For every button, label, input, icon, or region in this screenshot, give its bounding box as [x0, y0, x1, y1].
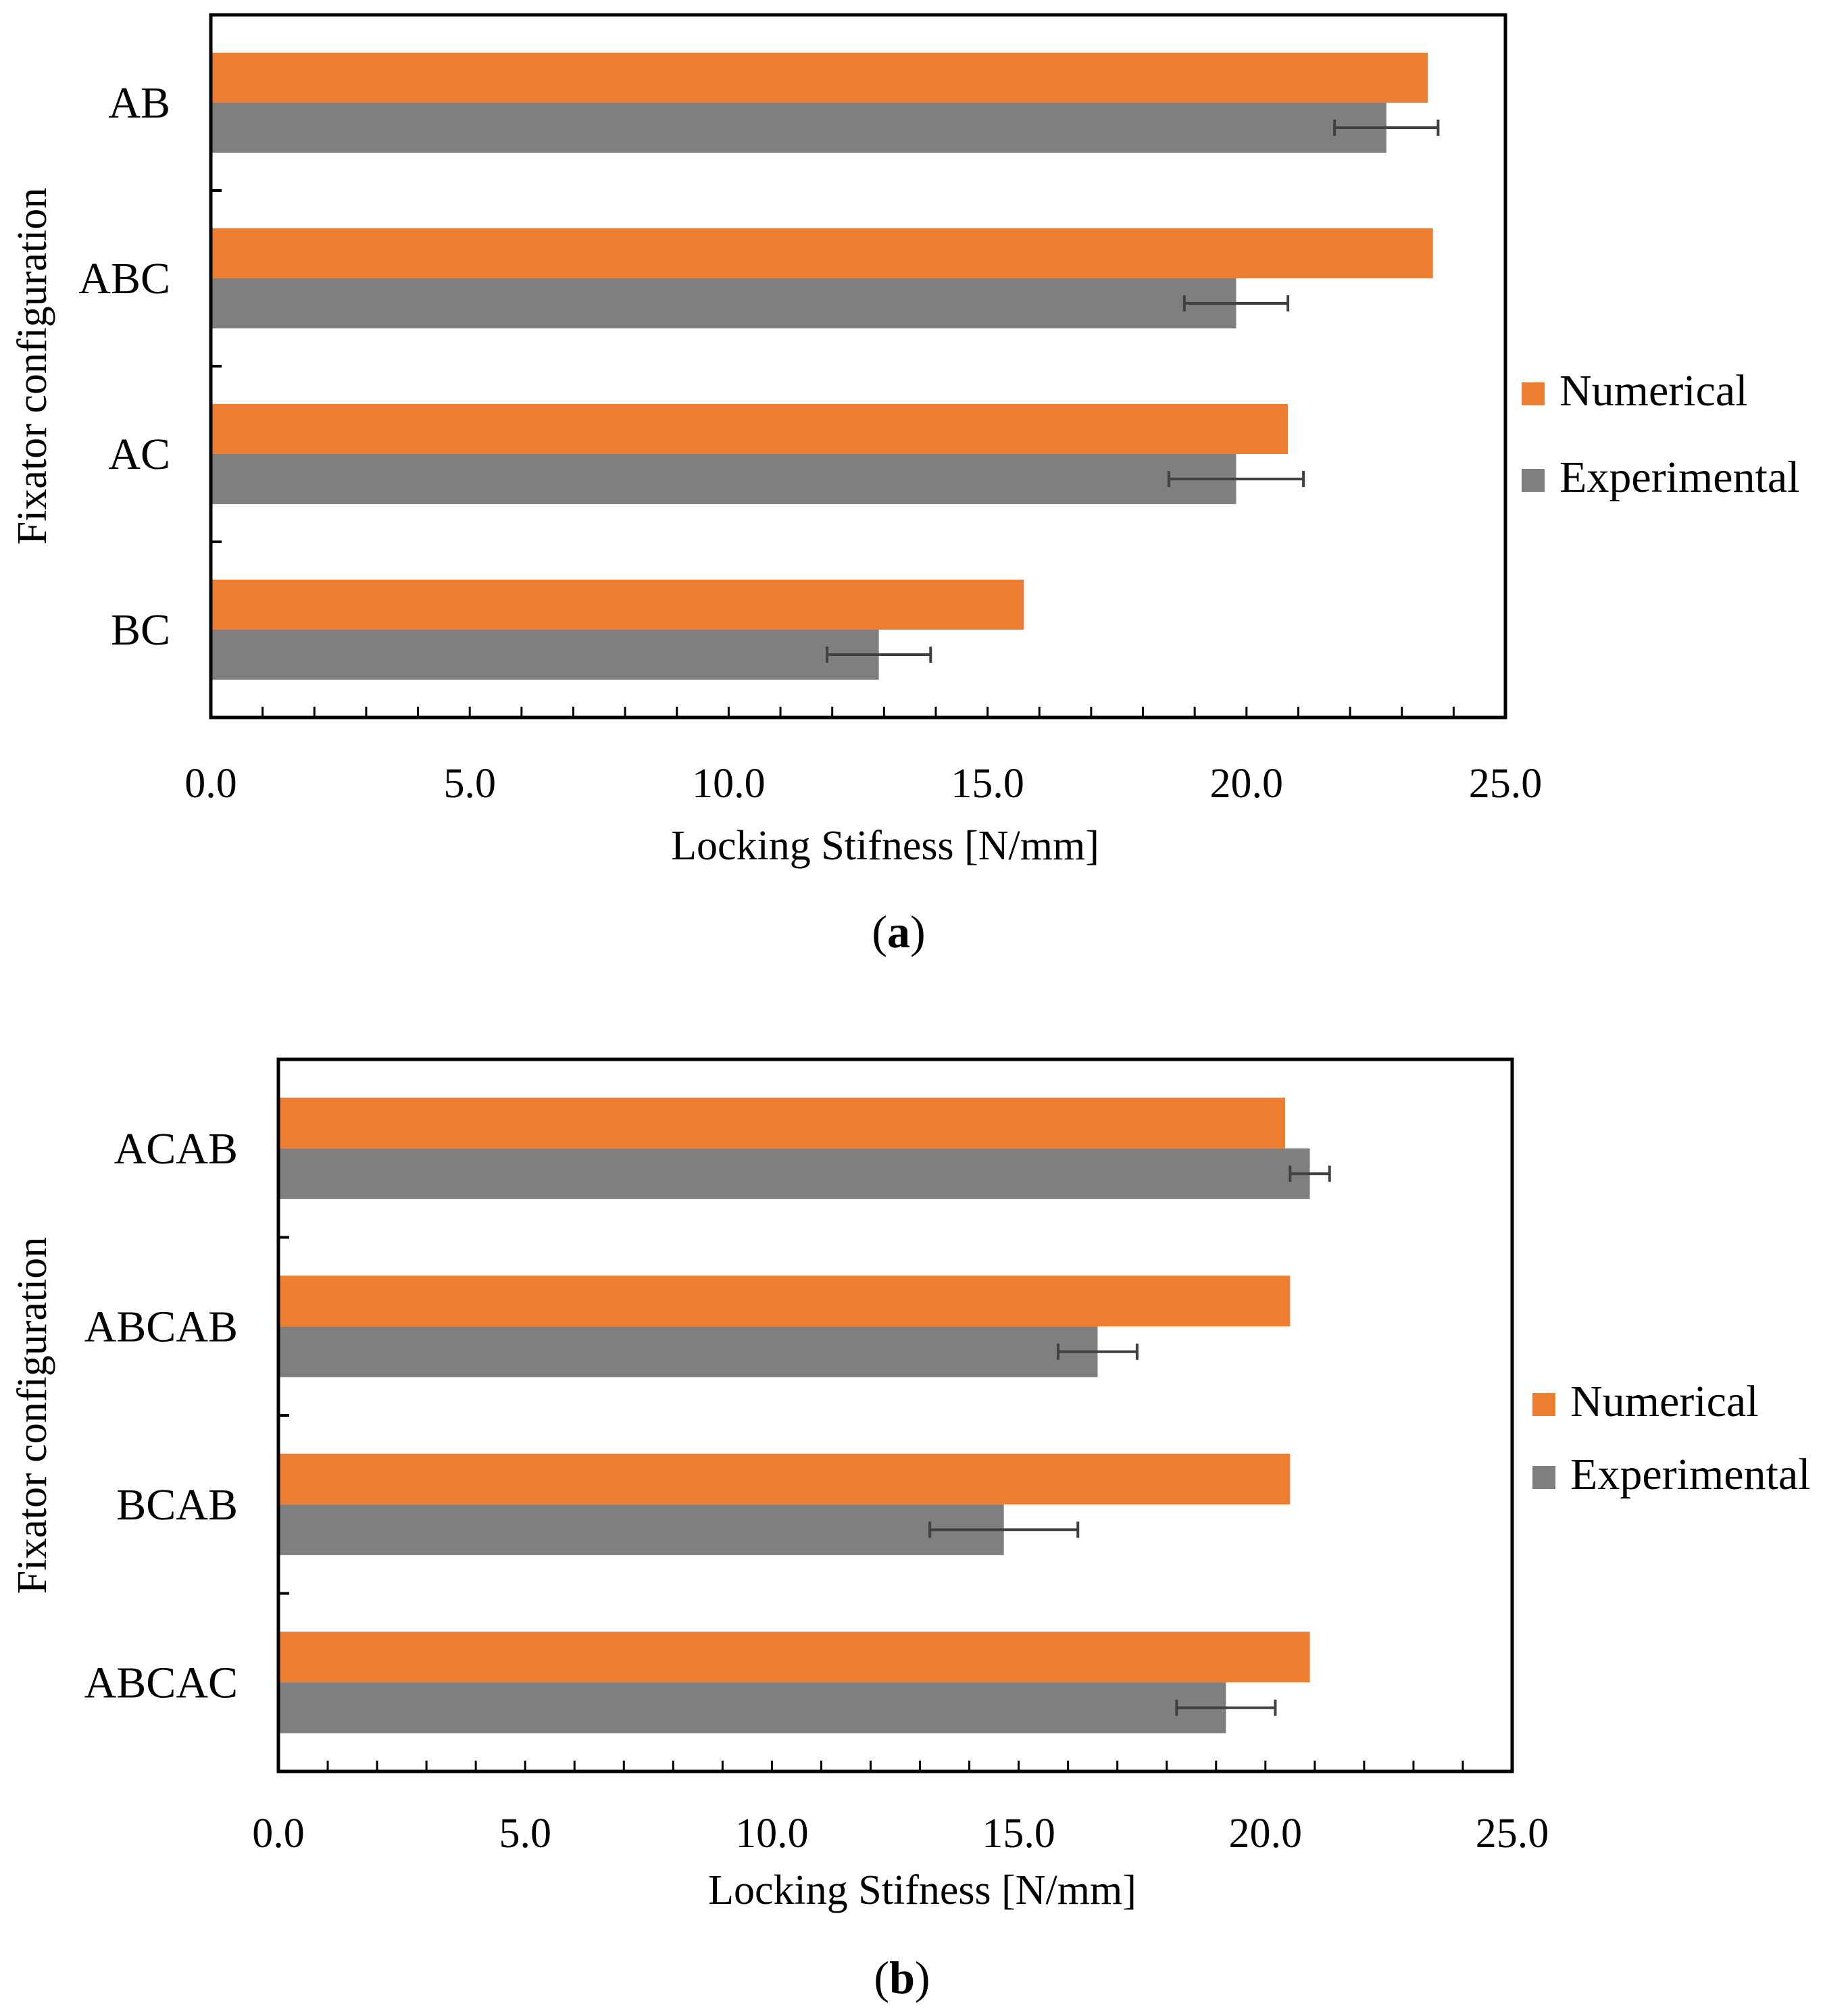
- legend-label-experimental: Experimental: [1559, 453, 1800, 502]
- legend-label-numerical: Numerical: [1570, 1377, 1759, 1426]
- bar-experimental-bc: [211, 630, 879, 680]
- panel-caption: (a): [872, 906, 925, 957]
- bar-experimental-abc: [211, 278, 1237, 329]
- legend-label-experimental: Experimental: [1570, 1450, 1811, 1499]
- y-tick-label-abc: ABC: [78, 254, 170, 303]
- y-tick-label-ab: AB: [108, 78, 170, 128]
- y-tick-label-abcac: ABCAC: [84, 1658, 238, 1707]
- bar-experimental-bcab: [278, 1504, 1004, 1555]
- bar-experimental-abcac: [278, 1682, 1226, 1734]
- y-tick-label-ac: AC: [108, 430, 170, 479]
- bar-experimental-acab: [278, 1148, 1310, 1199]
- bar-experimental-ab: [211, 103, 1387, 153]
- bar-experimental-abcab: [278, 1326, 1098, 1378]
- legend-swatch-numerical: [1532, 1393, 1555, 1416]
- bar-numerical-bcab: [278, 1453, 1291, 1505]
- x-axis-title: Locking Stifness [N/mm]: [708, 1867, 1137, 1913]
- x-tick-label: 5.0: [443, 761, 496, 807]
- panel-b-chart: ACAB ABCAB BCAB ABCAC 0.0 5.0 10.0 15.0 20.0 25.0…: [9, 1057, 1811, 2003]
- error-bar-bcab: [928, 1521, 1080, 1538]
- legend-label-numerical: Numerical: [1559, 366, 1748, 415]
- x-tick-label: 25.0: [1469, 761, 1543, 807]
- x-tick-label: 25.0: [1476, 1811, 1549, 1857]
- error-bar-abc: [1182, 295, 1290, 312]
- bar-numerical-ab: [211, 52, 1428, 103]
- x-tick-label: 20.0: [1229, 1811, 1303, 1857]
- x-tick-label: 0.0: [184, 761, 237, 807]
- error-bar-ac: [1167, 471, 1305, 488]
- x-tick-label: 5.0: [499, 1811, 551, 1857]
- y-tick-label-abcab: ABCAB: [84, 1302, 238, 1351]
- error-bar-acab: [1289, 1165, 1331, 1182]
- plot-frame: [276, 1057, 1514, 1773]
- x-tick-label: 10.0: [735, 1811, 809, 1857]
- x-axis-title: Locking Stifness [N/mm]: [671, 823, 1099, 869]
- y-axis-title: Fixator configuration: [9, 188, 55, 545]
- bar-numerical-bc: [211, 579, 1024, 630]
- bar-numerical-abcab: [278, 1276, 1291, 1327]
- bar-numerical-abcac: [278, 1632, 1310, 1683]
- y-axis-title: Fixator configuration: [9, 1237, 55, 1594]
- x-tick-label: 10.0: [692, 761, 766, 807]
- error-bar-bc: [826, 647, 932, 663]
- y-tick-label-bc: BC: [111, 605, 170, 655]
- error-bar-abcab: [1057, 1343, 1139, 1360]
- plot-frame: [209, 13, 1507, 720]
- bar-numerical-abc: [211, 228, 1433, 278]
- x-tick-label: 20.0: [1210, 761, 1284, 807]
- x-tick-label: 15.0: [982, 1811, 1055, 1857]
- panel-caption: (b): [874, 1952, 930, 2003]
- error-bar-abcac: [1175, 1699, 1277, 1716]
- bar-experimental-ac: [211, 454, 1237, 505]
- legend: Numerical Experimental: [1532, 1377, 1811, 1499]
- bar-numerical-acab: [278, 1097, 1286, 1149]
- legend-swatch-experimental: [1522, 469, 1545, 492]
- y-tick-label-acab: ACAB: [114, 1124, 238, 1174]
- x-tick-label: 0.0: [252, 1811, 305, 1857]
- error-bar-ab: [1333, 120, 1440, 136]
- legend-swatch-experimental: [1532, 1466, 1555, 1489]
- panel-a-chart: AB ABC AC BC 0.0 5.0 10.0 15.0 20.0 25.0 Locking S…: [9, 13, 1800, 957]
- legend-swatch-numerical: [1522, 382, 1545, 405]
- bar-numerical-ac: [211, 403, 1289, 454]
- y-tick-label-bcab: BCAB: [116, 1480, 238, 1530]
- legend: Numerical Experimental: [1522, 366, 1800, 502]
- x-tick-label: 15.0: [951, 761, 1024, 807]
